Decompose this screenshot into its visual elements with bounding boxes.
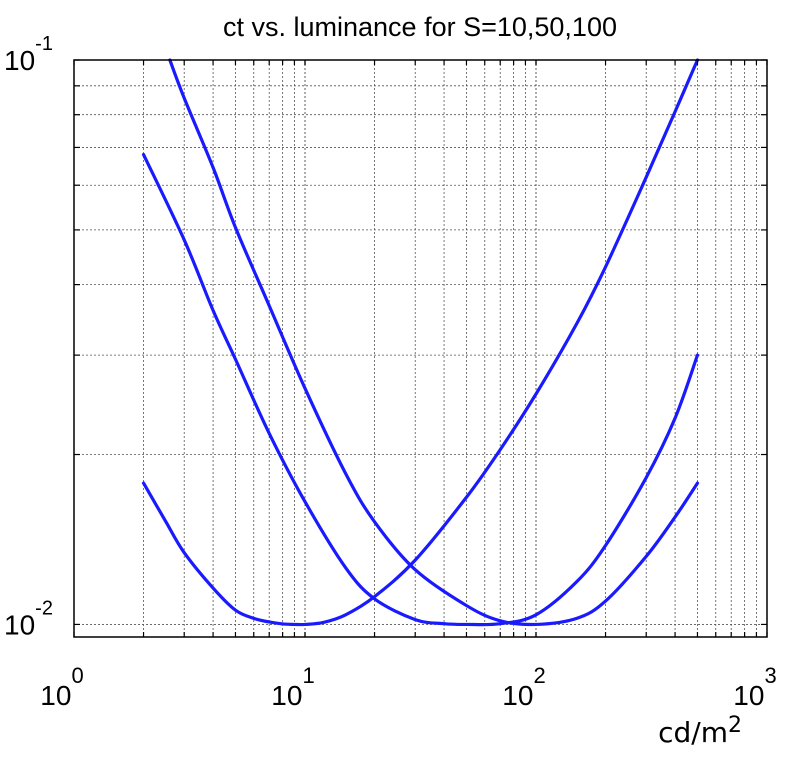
x-tick-label: 103: [733, 663, 776, 711]
x-tick-label: 100: [40, 663, 83, 711]
x-tick-label-base: 10: [271, 680, 302, 711]
plot-frame: [73, 59, 768, 638]
y-tick-label-base: 10: [4, 609, 35, 640]
y-tick-label-base: 10: [4, 45, 35, 76]
chart-title: ct vs. luminance for S=10,50,100: [223, 12, 617, 42]
y-tick-label-exponent: -1: [35, 33, 53, 55]
series-line-3: [168, 58, 700, 627]
series-layer: [141, 58, 700, 627]
x-axis-label-base: cd/m: [658, 716, 728, 749]
x-tick-label-base: 10: [502, 680, 533, 711]
x-tick-label-exponent: 1: [302, 663, 314, 688]
series-line-2: [141, 152, 700, 627]
x-tick-label-base: 10: [733, 680, 764, 711]
x-tick-label-exponent: 2: [533, 663, 545, 688]
series-line-1: [141, 58, 700, 627]
x-axis-label-superscript: 2: [728, 713, 742, 738]
y-tick-label: 10-1: [4, 33, 53, 76]
x-tick-label-exponent: 0: [71, 663, 83, 688]
x-axis-label: cd/m2: [658, 713, 742, 749]
grid: [73, 59, 768, 637]
y-tick-label: 10-2: [4, 597, 53, 640]
ticks: [73, 59, 768, 637]
x-tick-label: 101: [271, 663, 314, 711]
x-tick-label: 102: [502, 663, 545, 711]
x-tick-label-exponent: 3: [764, 663, 776, 688]
y-tick-label-exponent: -2: [35, 597, 53, 619]
x-tick-label-base: 10: [40, 680, 71, 711]
